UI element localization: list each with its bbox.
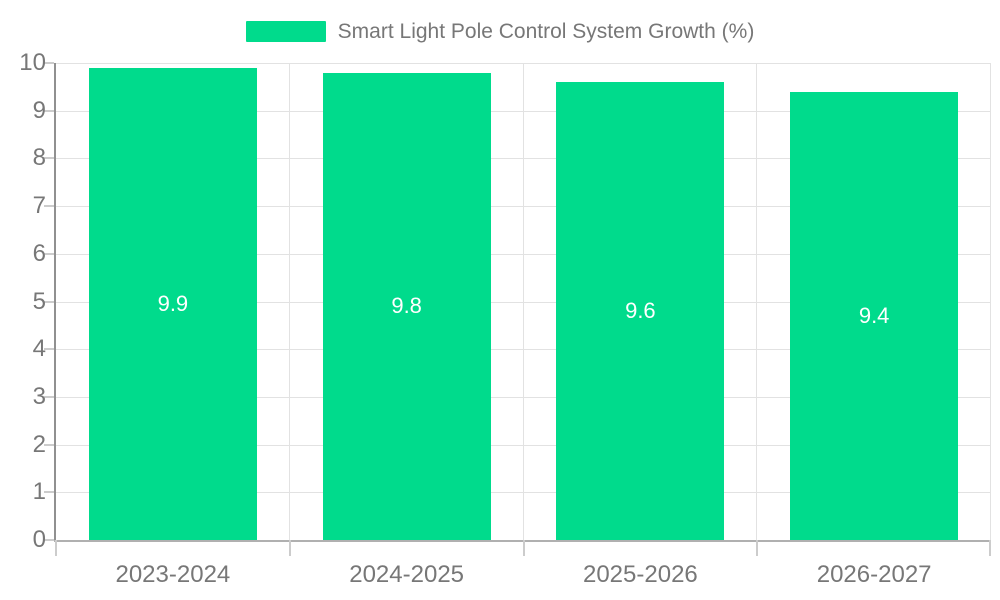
gridline-vertical — [288, 63, 290, 540]
y-axis-tick — [44, 205, 54, 208]
x-axis-tick — [522, 540, 525, 556]
legend-item[interactable]: Smart Light Pole Control System Growth (… — [0, 21, 1000, 42]
gridline-horizontal — [56, 444, 991, 446]
gridline-vertical — [756, 63, 758, 540]
y-axis-tick — [44, 348, 54, 351]
gridline-horizontal — [56, 158, 991, 160]
y-axis-tick — [44, 443, 54, 446]
plot-right-border — [990, 63, 991, 540]
gridline-horizontal — [56, 492, 991, 494]
x-axis-tick — [756, 540, 759, 556]
y-tick-label: 9 — [32, 96, 46, 124]
gridline-horizontal — [56, 63, 991, 64]
gridline-horizontal — [56, 349, 991, 351]
gridline-horizontal — [56, 206, 991, 208]
legend-label: Smart Light Pole Control System Growth (… — [337, 20, 755, 43]
bar-value-label: 9.8 — [391, 293, 422, 319]
y-axis-tick — [44, 62, 54, 64]
gridline-vertical — [522, 63, 524, 540]
bar-value-label: 9.4 — [858, 302, 890, 328]
y-axis-tick — [44, 395, 54, 398]
y-tick-label: 10 — [19, 49, 46, 76]
y-axis-tick — [44, 157, 54, 160]
bar[interactable]: 9.8 — [322, 72, 491, 540]
y-axis-tick — [44, 539, 54, 541]
x-tick-label: 2025-2026 — [582, 561, 698, 588]
bar[interactable]: 9.4 — [790, 91, 959, 540]
y-tick-label: 2 — [32, 430, 46, 458]
plot-area: 9.9 9.8 9.6 9.4 — [44, 62, 991, 556]
x-axis-tick — [989, 540, 991, 556]
y-axis-tick — [44, 109, 54, 112]
y-tick-label: 4 — [32, 335, 46, 363]
y-tick-label: 5 — [32, 287, 46, 315]
gridline-horizontal — [56, 301, 991, 303]
bar-value-label: 9.6 — [625, 298, 656, 324]
legend-swatch — [245, 21, 326, 42]
x-tick-label: 2026-2027 — [816, 561, 932, 588]
y-axis-line — [54, 63, 56, 540]
gridline-horizontal — [56, 253, 991, 255]
x-tick-label: 2023-2024 — [115, 561, 231, 588]
y-tick-label: 7 — [32, 192, 46, 220]
y-axis-tick — [44, 491, 54, 494]
x-axis-tick — [288, 540, 291, 556]
gridline-horizontal — [56, 110, 991, 112]
y-tick-label: 8 — [32, 144, 46, 172]
y-tick-label: 1 — [32, 478, 46, 506]
y-tick-label: 6 — [32, 239, 46, 267]
x-tick-label: 2024-2025 — [349, 561, 465, 588]
y-axis-tick — [44, 300, 54, 303]
y-tick-label: 0 — [32, 526, 46, 553]
x-axis-tick — [55, 540, 57, 556]
gridline-horizontal — [56, 396, 991, 398]
bar[interactable]: 9.6 — [556, 82, 725, 540]
y-axis-tick — [44, 252, 54, 255]
bar-value-label: 9.9 — [157, 290, 189, 316]
y-tick-label: 3 — [32, 382, 46, 410]
bar[interactable]: 9.9 — [88, 67, 257, 540]
